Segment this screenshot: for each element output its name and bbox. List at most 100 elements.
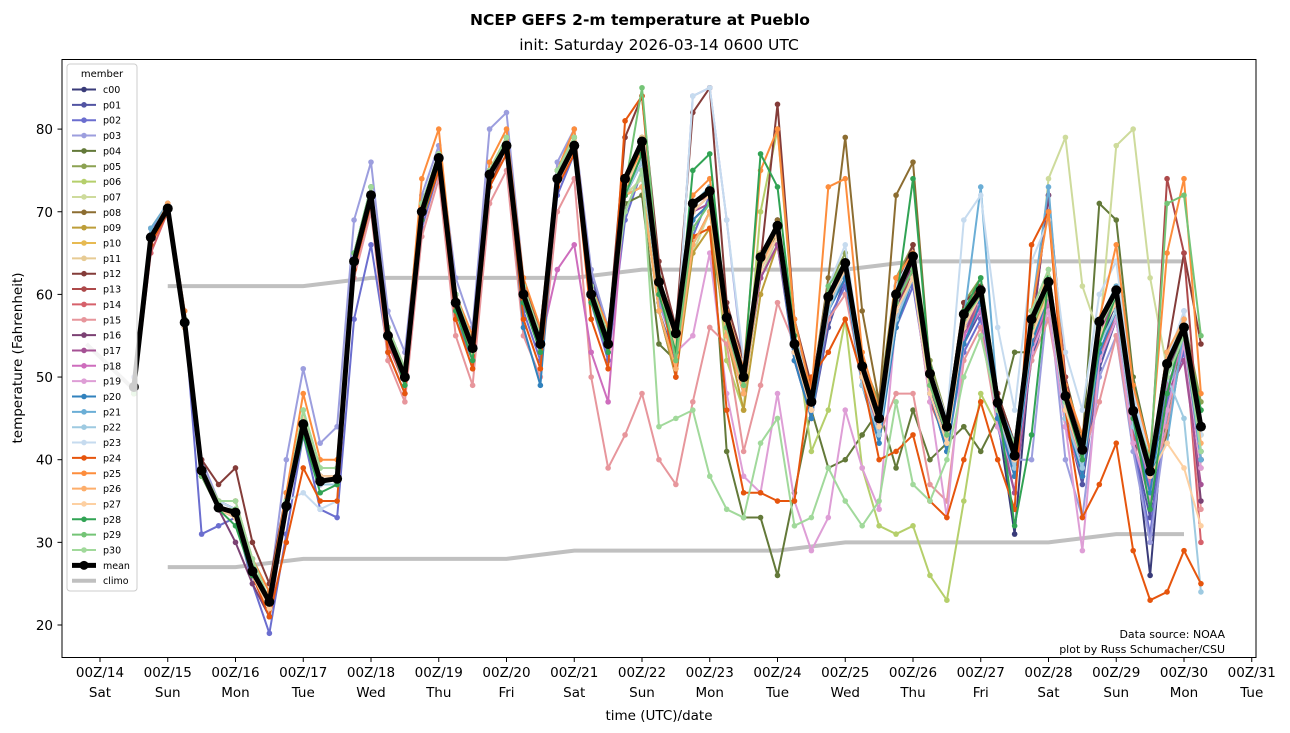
x-tick-label: 00Z/17 bbox=[279, 665, 327, 681]
series-p19-point bbox=[1130, 440, 1136, 446]
legend-marker bbox=[81, 363, 87, 369]
series-c00-point bbox=[1147, 572, 1153, 579]
legend-marker bbox=[81, 470, 87, 477]
x-axis: 00Z/14 Sat 00Z/15 Sun 00Z/16 Mon 00Z/17 Tue 00Z/… bbox=[76, 657, 1276, 701]
legend-marker bbox=[81, 286, 87, 292]
series-p07-point bbox=[1079, 283, 1086, 289]
x-tick-day-label: Mon bbox=[696, 685, 724, 701]
series-p30-point bbox=[368, 184, 374, 190]
series-p27-point bbox=[1181, 465, 1187, 471]
series-p20-point bbox=[808, 415, 815, 422]
legend-marker bbox=[81, 455, 87, 461]
legend-label: climo bbox=[103, 576, 129, 587]
series-p28-point bbox=[1164, 390, 1170, 397]
series-p24-point bbox=[893, 448, 899, 455]
series-mean-point bbox=[382, 330, 393, 341]
x-tick-day-label: Tue bbox=[765, 685, 789, 701]
series-p02-point bbox=[368, 242, 374, 248]
series-p24-point bbox=[622, 118, 628, 124]
legend-marker bbox=[81, 132, 87, 139]
series-p24-point bbox=[1096, 481, 1103, 488]
legend-label: p18 bbox=[103, 361, 121, 372]
series-p15-point bbox=[893, 390, 899, 397]
y-tick-label: 20 bbox=[36, 618, 53, 634]
y-tick-label: 70 bbox=[36, 205, 53, 221]
series-p28-point bbox=[537, 349, 544, 356]
legend-frame bbox=[66, 63, 138, 592]
series-p24-point bbox=[300, 465, 307, 471]
series-p09-point bbox=[740, 407, 747, 413]
x-tick-label: 00Z/23 bbox=[686, 665, 734, 681]
series-p04 bbox=[131, 142, 1204, 604]
y-tick-label: 40 bbox=[36, 453, 53, 469]
legend-label: p20 bbox=[103, 392, 121, 403]
series-p27-point bbox=[1164, 440, 1170, 446]
legend-marker bbox=[81, 148, 87, 154]
series-p24-point bbox=[605, 365, 611, 372]
series-mean-point bbox=[603, 338, 614, 349]
y-axis-label: temperature (Fahrenheit) bbox=[10, 272, 26, 443]
y-tick-label: 50 bbox=[36, 370, 53, 386]
series-p24-point bbox=[1113, 440, 1120, 446]
series-p21-point bbox=[1198, 456, 1204, 463]
series-p12-point bbox=[774, 101, 781, 108]
series-p29-point bbox=[1181, 192, 1187, 199]
series-mean-point bbox=[823, 291, 834, 302]
series-mean-point bbox=[518, 289, 529, 300]
series-p25-point bbox=[1198, 390, 1204, 397]
series-p30-point bbox=[656, 423, 662, 430]
legend-item-p20: p20 bbox=[72, 392, 121, 403]
series-p06-point bbox=[977, 390, 984, 397]
series-p10 bbox=[131, 134, 1204, 612]
legend-item-climo: climo bbox=[72, 576, 129, 587]
series-mean-point bbox=[162, 203, 173, 214]
x-axis-label: time (UTC)/date bbox=[605, 708, 712, 724]
series-p25-point bbox=[774, 126, 781, 132]
x-tick-day-label: Sun bbox=[155, 685, 181, 701]
series-p30-point bbox=[571, 134, 578, 141]
series-p13 bbox=[131, 142, 1204, 604]
x-tick-day-label: Wed bbox=[831, 685, 860, 701]
series-p17-point bbox=[1198, 481, 1204, 488]
series-p06-point bbox=[927, 572, 933, 579]
series-p30-point bbox=[774, 415, 781, 422]
series-p24-point bbox=[791, 498, 798, 504]
series-p25-point bbox=[300, 390, 307, 397]
series-p03-point bbox=[486, 126, 493, 132]
series-p19-point bbox=[842, 407, 849, 413]
series-p25-point bbox=[435, 126, 442, 132]
series-p24-point bbox=[385, 349, 391, 356]
series-mean-point bbox=[1077, 444, 1088, 455]
legend-item-p13: p13 bbox=[72, 285, 121, 296]
series-p19-point bbox=[808, 547, 815, 554]
series-p29-point bbox=[944, 432, 950, 438]
series-p15-point bbox=[402, 399, 408, 405]
series-p25-point bbox=[893, 275, 899, 281]
series-mean-point bbox=[535, 338, 546, 349]
legend-item-p06: p06 bbox=[72, 177, 121, 188]
legend-marker bbox=[81, 86, 87, 93]
series-p25-point bbox=[1164, 250, 1170, 256]
x-tick-label: 00Z/29 bbox=[1092, 665, 1140, 681]
series-p25-point bbox=[571, 126, 578, 132]
series-p27-point bbox=[876, 423, 882, 430]
series-p13-point bbox=[1181, 250, 1187, 256]
series-p27-point bbox=[1198, 523, 1204, 529]
series-p04-point bbox=[1113, 217, 1120, 223]
series-p18-point bbox=[554, 266, 561, 273]
series-p30-point bbox=[300, 407, 307, 413]
legend-item-p18: p18 bbox=[72, 361, 121, 372]
series-mean-point bbox=[196, 465, 207, 476]
legend-label: p08 bbox=[103, 208, 121, 219]
x-tick-label: 00Z/15 bbox=[144, 665, 192, 681]
legend-marker bbox=[79, 560, 89, 570]
legend-marker bbox=[81, 516, 87, 523]
legend-label: p02 bbox=[103, 116, 121, 127]
x-tick-day-label: Thu bbox=[425, 685, 451, 701]
series-mean-point bbox=[637, 136, 647, 147]
series-p21-point bbox=[1045, 184, 1052, 190]
series-p21-point bbox=[148, 225, 154, 232]
series-p06-point bbox=[757, 208, 764, 215]
series-p07-point bbox=[1062, 134, 1069, 141]
series-p24-point bbox=[723, 407, 730, 413]
